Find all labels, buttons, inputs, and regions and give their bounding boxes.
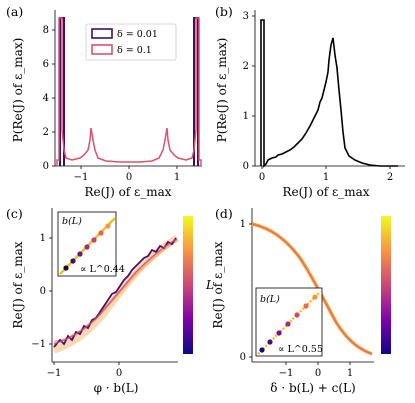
- panel-d-ytick-1: 1: [240, 219, 246, 230]
- panel-a-xtick-2: 1: [174, 172, 180, 183]
- panel-c-xtick-1: 0: [116, 368, 122, 379]
- panel-d-inset-point: [285, 321, 291, 327]
- panel-a-ytick-4: 8: [43, 25, 49, 36]
- panel-a-series-delta-01: [56, 17, 202, 166]
- panel-a-ytick-0: 0: [43, 161, 49, 172]
- panel-c-inset-point: [63, 265, 69, 271]
- panel-c-inset-point: [84, 244, 90, 250]
- panel-b-ytick-1: 1: [243, 111, 249, 122]
- panel-d-xtick-1: 0: [315, 368, 321, 379]
- panel-b-label: (b): [215, 4, 233, 19]
- panel-a: (a) 0 2 4 6 8 −1 0 1: [6, 4, 202, 199]
- panel-a-label: (a): [6, 4, 23, 19]
- panel-c-colorbar-label: L: [205, 278, 214, 292]
- panel-b-ytick-3: 3: [243, 11, 249, 22]
- panel-a-xtick-1: 0: [126, 172, 132, 183]
- panel-d-inset-point: [303, 303, 309, 309]
- legend-label-delta-001: δ = 0.01: [117, 29, 158, 40]
- panel-c-inset: b(L) ∝ L^0.44: [57, 211, 125, 277]
- panel-c-curves: [52, 234, 179, 354]
- legend-label-delta-01: δ = 0.1: [117, 45, 152, 56]
- panel-b-ytick-2: 2: [243, 61, 249, 72]
- legend-swatch-delta-001: [91, 28, 113, 39]
- panel-a-ytick-1: 2: [43, 127, 49, 138]
- panel-c-colorbar: [183, 216, 193, 354]
- panel-c-inset-point: [98, 230, 104, 236]
- panel-c-inset-point: [91, 237, 97, 243]
- panel-c-ylabel: Re(J) of ε_max: [11, 241, 25, 328]
- panel-b-series: [260, 19, 398, 168]
- panel-c-ytick-1: 0: [40, 286, 46, 297]
- panel-d-colorbar: [381, 216, 391, 354]
- panel-d-ytick-0: 0: [240, 352, 246, 363]
- panel-a-xlabel: Re(J) of ε_max: [84, 185, 171, 199]
- panel-d: (d) 0 1 −1 0 1 b(L): [211, 206, 391, 395]
- panel-b-ylabel: P(Re(J) of ε_max): [215, 38, 229, 143]
- panel-a-yticks: 0 2 4 6 8: [43, 25, 55, 172]
- panel-d-inset-point: [267, 339, 273, 345]
- panel-a-ylabel: P(Re(J) of ε_max): [11, 38, 25, 143]
- panel-b-xtick-1: 1: [323, 172, 329, 183]
- panel-d-yticks: 0 1: [240, 219, 252, 363]
- panel-a-xtick-0: −1: [74, 172, 89, 183]
- panel-c-ytick-0: −1: [31, 339, 46, 350]
- panel-d-ylabel: Re(J) of ε_max: [211, 241, 225, 328]
- panel-a-ytick-3: 6: [43, 59, 49, 70]
- panel-b-xlabel: Re(J) of ε_max: [282, 185, 369, 199]
- panel-d-inset-annotation: ∝ L^0.55: [278, 344, 323, 355]
- panel-d-inset-point: [276, 330, 282, 336]
- panel-d-inset-label: b(L): [260, 294, 280, 305]
- panel-b-ytick-0: 0: [243, 161, 249, 172]
- panel-d-inset: b(L) ∝ L^0.55: [255, 287, 323, 357]
- panel-b-yticks: 0 1 2 3: [243, 11, 255, 172]
- panel-d-inset-point: [294, 312, 300, 318]
- panel-b-xtick-0: 0: [259, 172, 265, 183]
- panel-c-inset-point: [105, 223, 111, 229]
- panel-c-inset-point: [77, 251, 83, 257]
- panel-b: (b) 0 1 2 3 0 1 2 Re(J) of ε_max P(Re(J)…: [215, 4, 405, 199]
- panel-c-inset-point: [70, 258, 76, 264]
- panel-d-label: (d): [215, 206, 233, 221]
- panel-d-xlabel: δ · b(L) + c(L): [270, 381, 355, 395]
- panel-d-xticks: −1 0 1: [279, 362, 353, 379]
- panel-c-xtick-0: −1: [47, 368, 62, 379]
- panel-c-ytick-2: 1: [40, 233, 46, 244]
- panel-d-xtick-2: 1: [347, 368, 353, 379]
- panel-d-inset-point: [259, 347, 265, 353]
- legend-swatch-delta-01: [91, 44, 113, 55]
- panel-a-legend: δ = 0.01 δ = 0.1: [85, 23, 177, 61]
- panel-c-inset-annotation: ∝ L^0.44: [80, 264, 125, 275]
- panel-c-xticks: −1 0: [47, 362, 122, 379]
- panel-c-label: (c): [6, 206, 23, 221]
- panel-c-inset-label: b(L): [62, 216, 82, 227]
- panel-b-xtick-2: 2: [387, 172, 393, 183]
- panel-d-xtick-0: −1: [279, 368, 294, 379]
- panel-c-xlabel: φ · b(L): [94, 381, 139, 395]
- panel-c: (c) −1 0 1 −1 0 b(L): [6, 206, 214, 395]
- panel-d-inset-point: [312, 294, 318, 300]
- panel-a-ytick-2: 4: [43, 93, 49, 104]
- panel-c-yticks: −1 0 1: [31, 233, 52, 350]
- panel-b-xticks: 0 1 2: [259, 166, 393, 183]
- panel-a-xticks: −1 0 1: [74, 166, 180, 183]
